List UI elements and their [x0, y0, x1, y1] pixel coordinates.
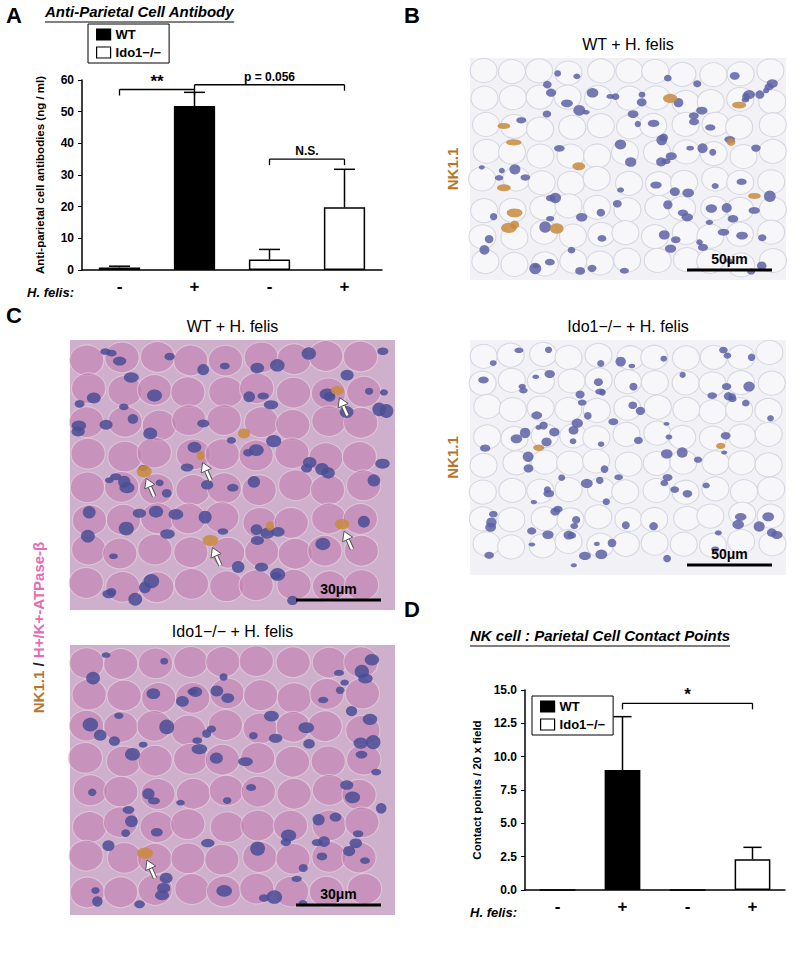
svg-text:Anti-parietal cell antibodies: Anti-parietal cell antibodies (ng / ml): [34, 76, 46, 274]
svg-text:-: -: [685, 897, 691, 916]
svg-text:-: -: [555, 897, 561, 916]
svg-text:Anti-Parietal Cell Antibody: Anti-Parietal Cell Antibody: [44, 3, 234, 20]
svg-text:12.5: 12.5: [494, 716, 518, 730]
svg-text:NK1.1: NK1.1: [444, 436, 461, 479]
svg-text:+: +: [340, 277, 350, 296]
svg-text:**: **: [150, 72, 164, 91]
svg-text:WT + H. felis: WT + H. felis: [582, 36, 674, 53]
svg-text:Ido1−/−: Ido1−/−: [560, 717, 606, 732]
svg-text:+: +: [748, 897, 758, 916]
svg-text:*: *: [684, 685, 691, 704]
svg-text:0: 0: [67, 263, 74, 277]
svg-text:C: C: [6, 303, 22, 328]
svg-text:40: 40: [61, 136, 75, 150]
svg-text:30μm: 30μm: [320, 581, 357, 597]
svg-text:Ido1−/− + H. felis: Ido1−/− + H. felis: [567, 318, 688, 335]
svg-text:H. felis:: H. felis:: [470, 905, 517, 920]
svg-text:60: 60: [61, 73, 75, 87]
svg-text:20: 20: [61, 200, 75, 214]
svg-text:30: 30: [61, 168, 75, 182]
svg-text:10: 10: [61, 231, 75, 245]
svg-text:Ido1−/− + H. felis: Ido1−/− + H. felis: [172, 623, 293, 640]
svg-text:H. felis:: H. felis:: [27, 285, 74, 300]
svg-text:-: -: [117, 277, 123, 296]
svg-text:WT: WT: [116, 27, 136, 42]
svg-text:2.5: 2.5: [500, 850, 517, 864]
svg-text:D: D: [404, 597, 420, 622]
svg-text:A: A: [6, 3, 22, 28]
svg-text:50: 50: [61, 105, 75, 119]
svg-text:7.5: 7.5: [500, 783, 517, 797]
svg-text:p = 0.056: p = 0.056: [244, 70, 295, 84]
svg-text:NK1.1: NK1.1: [30, 671, 47, 714]
svg-text:5.0: 5.0: [500, 816, 517, 830]
svg-text:+: +: [190, 277, 200, 296]
svg-text:10.0: 10.0: [494, 750, 518, 764]
svg-text:-: -: [267, 277, 273, 296]
svg-text:50μm: 50μm: [711, 546, 748, 562]
svg-text:NK1.1: NK1.1: [444, 148, 461, 191]
svg-text:0.0: 0.0: [500, 883, 517, 897]
svg-text:15.0: 15.0: [494, 683, 518, 697]
svg-text:+: +: [618, 897, 628, 916]
svg-text:WT + H. felis: WT + H. felis: [187, 318, 279, 335]
svg-text:H+/K+-ATPase-β: H+/K+-ATPase-β: [30, 542, 47, 658]
svg-text:N.S.: N.S.: [295, 144, 318, 158]
svg-text:B: B: [404, 3, 420, 28]
svg-text:30μm: 30μm: [320, 886, 357, 902]
svg-text:Ido1−/−: Ido1−/−: [116, 45, 162, 60]
svg-text:NK cell : Parietal Cell Contac: NK cell : Parietal Cell Contact Points: [470, 627, 730, 644]
svg-text:WT: WT: [560, 699, 580, 714]
svg-text:Contact points / 20 x field: Contact points / 20 x field: [471, 720, 483, 859]
svg-text:50μm: 50μm: [711, 251, 748, 267]
